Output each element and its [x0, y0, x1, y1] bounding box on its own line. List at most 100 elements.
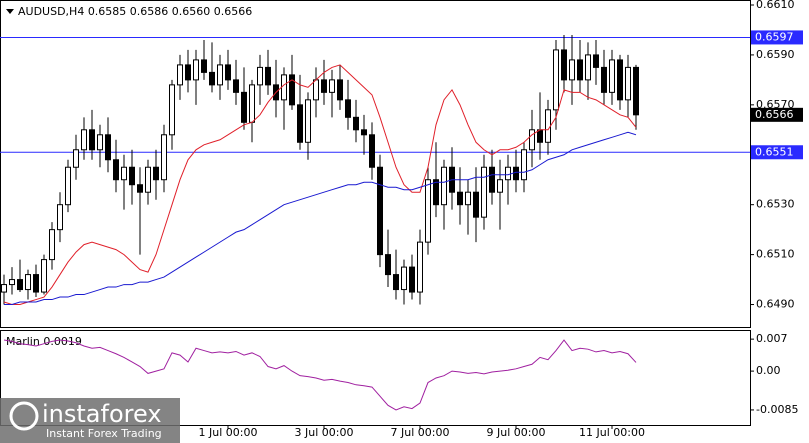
- candle-body: [601, 66, 607, 93]
- candle-body: [297, 104, 303, 143]
- candle-body: [225, 64, 231, 81]
- level-label: 0.6597: [755, 30, 794, 43]
- last-price-box: [751, 107, 803, 122]
- y-tick-label: 0.00: [756, 364, 781, 377]
- candle-body: [289, 74, 295, 106]
- candle-body: [1, 284, 7, 293]
- candle-body: [305, 99, 311, 143]
- watermark: instaforex Instant Forex Trading: [0, 398, 180, 443]
- candle-body: [625, 66, 631, 101]
- symbol-header: AUDUSD,H4 0.6585 0.6586 0.6560 0.6566: [18, 5, 252, 18]
- y-tick-label: 0.007: [756, 332, 788, 345]
- candle-body: [369, 134, 375, 168]
- candle-body: [593, 54, 599, 68]
- candle-body: [385, 254, 391, 276]
- candle-body: [345, 99, 351, 118]
- candle-body: [441, 166, 447, 206]
- candle-body: [409, 266, 415, 293]
- candle-body: [313, 79, 319, 101]
- candle-body: [73, 149, 79, 168]
- panel-arrow: [6, 9, 14, 14]
- candle-body: [425, 179, 431, 243]
- candle-body: [113, 159, 119, 181]
- candle-body: [185, 64, 191, 81]
- candle-body: [521, 149, 527, 181]
- oscillator-panel: [0, 330, 751, 426]
- candle-body: [481, 166, 487, 218]
- candle-body: [129, 166, 135, 186]
- candle-body: [137, 184, 143, 193]
- candle-body: [433, 179, 439, 206]
- candle-body: [577, 59, 583, 81]
- price-panel: [0, 0, 751, 328]
- last-price-label: 0.6566: [755, 108, 794, 121]
- candle-body: [281, 74, 287, 101]
- candle-body: [489, 166, 495, 193]
- y-tick-label: 0.6530: [756, 198, 795, 211]
- candle-body: [169, 84, 175, 136]
- y-tick-label: 0.6610: [756, 0, 795, 11]
- candle-body: [193, 59, 199, 81]
- candle-body: [569, 59, 575, 81]
- oscillator-line: [3, 339, 637, 411]
- y-tick-label: 0.6590: [756, 48, 795, 61]
- candle-body: [393, 274, 399, 291]
- candle-body: [33, 274, 39, 293]
- candle-body: [473, 191, 479, 218]
- candle-body: [505, 166, 511, 181]
- candle-body: [353, 116, 359, 131]
- level-label-box: [751, 30, 803, 45]
- y-tick-label: 0.6490: [756, 298, 795, 311]
- x-tick-label: 1 Jul 00:00: [199, 426, 258, 439]
- candle-body: [145, 166, 151, 193]
- candle-body: [633, 66, 639, 116]
- candle-body: [81, 129, 87, 151]
- candle-body: [561, 49, 567, 81]
- watermark-brand: instaforex: [42, 400, 162, 428]
- candle-body: [201, 59, 207, 73]
- candle-body: [265, 66, 271, 86]
- x-tick-label: 11 Jul 00:00: [579, 426, 645, 439]
- candle-body: [545, 109, 551, 143]
- candle-body: [337, 79, 343, 101]
- candle-body: [153, 166, 159, 181]
- level-label-box: [751, 145, 803, 160]
- candle-body: [537, 129, 543, 143]
- candle-body: [41, 259, 47, 293]
- y-tick-label: -0.0085: [756, 403, 798, 416]
- candle-body: [17, 279, 23, 291]
- candle-body: [617, 59, 623, 101]
- x-tick-label: 9 Jul 00:00: [487, 426, 546, 439]
- candle-body: [513, 166, 519, 181]
- candle-body: [609, 59, 615, 93]
- watermark-logo: [9, 401, 39, 431]
- y-tick-label: 0.6570: [756, 98, 795, 111]
- candle-body: [377, 166, 383, 256]
- candle-body: [177, 64, 183, 86]
- candle-body: [329, 79, 335, 93]
- candle-body: [89, 129, 95, 151]
- candle-body: [497, 179, 503, 193]
- candle-body: [97, 134, 103, 151]
- candle-body: [457, 191, 463, 206]
- candle-body: [233, 79, 239, 93]
- candle-body: [65, 166, 71, 206]
- y-tick-label: 0.6510: [756, 248, 795, 261]
- level-label: 0.6551: [755, 145, 794, 158]
- x-tick-label: 7 Jul 00:00: [391, 426, 450, 439]
- candle-body: [25, 274, 31, 291]
- candle-body: [209, 71, 215, 86]
- candle-body: [401, 266, 407, 291]
- candle-body: [585, 54, 591, 81]
- candle-body: [57, 204, 63, 231]
- candle-body: [9, 279, 15, 286]
- moving-average: [3, 64, 637, 306]
- candle-body: [49, 229, 55, 261]
- candle-body: [465, 191, 471, 206]
- candle-body: [241, 91, 247, 123]
- candle-body: [121, 166, 127, 181]
- x-tick-label: 3 Jul 00:00: [295, 426, 354, 439]
- candle-body: [553, 49, 559, 111]
